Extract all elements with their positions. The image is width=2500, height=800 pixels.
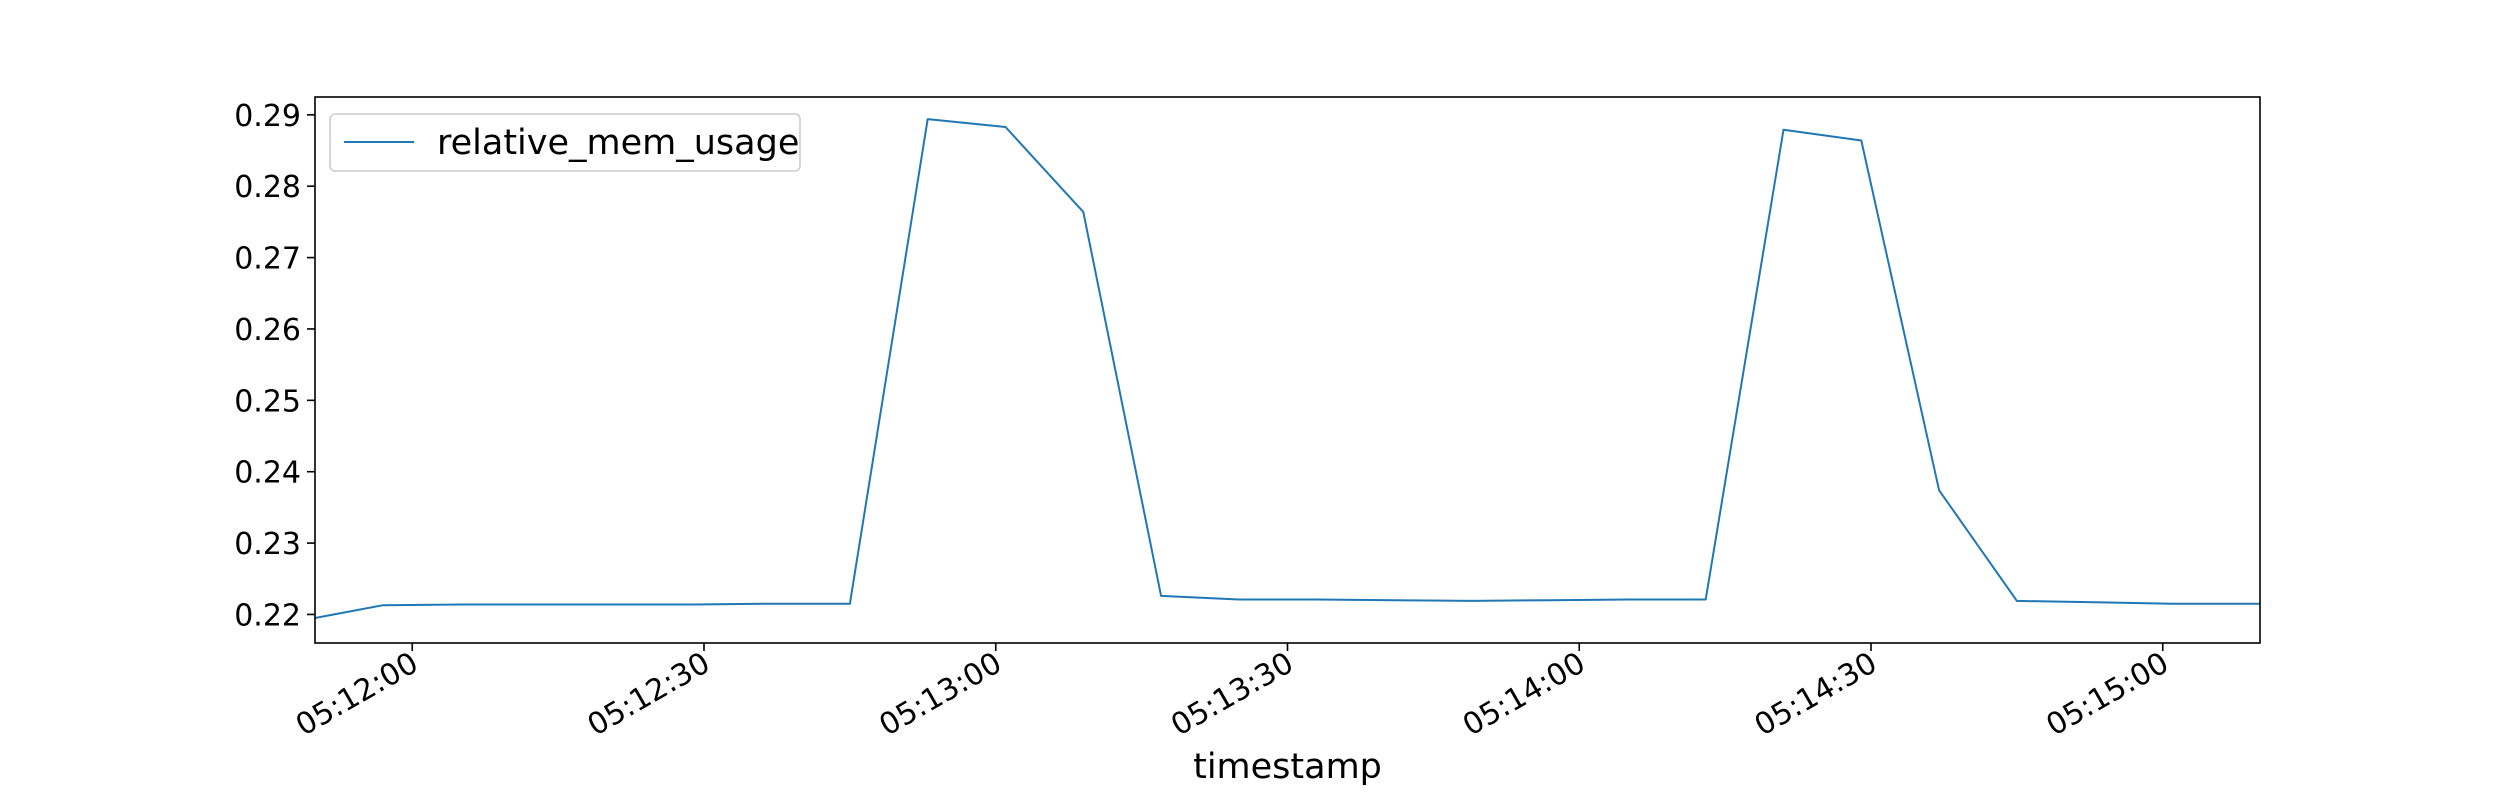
plot-layer xyxy=(314,118,2260,619)
legend-box xyxy=(329,113,801,172)
series-line-relative_mem_usage xyxy=(314,118,2260,619)
plot-frame xyxy=(314,96,2261,644)
y-tick-label: 0.22 xyxy=(234,598,301,633)
y-tick-label: 0.27 xyxy=(234,242,301,277)
y-tick-label: 0.23 xyxy=(234,527,301,562)
y-tick-label: 0.25 xyxy=(234,384,301,419)
y-tick-label: 0.26 xyxy=(234,313,301,348)
legend-label: relative_mem_usage xyxy=(437,123,799,163)
y-tick-label: 0.24 xyxy=(234,456,301,491)
y-tick-label: 0.29 xyxy=(234,99,301,134)
x-axis-title: timestamp xyxy=(1193,747,1382,787)
y-tick-label: 0.28 xyxy=(234,170,301,205)
y-axis: 0.22 0.23 0.24 0.25 0.26 0.27 0.28 0.29 xyxy=(234,99,315,633)
legend: relative_mem_usage xyxy=(329,113,801,172)
